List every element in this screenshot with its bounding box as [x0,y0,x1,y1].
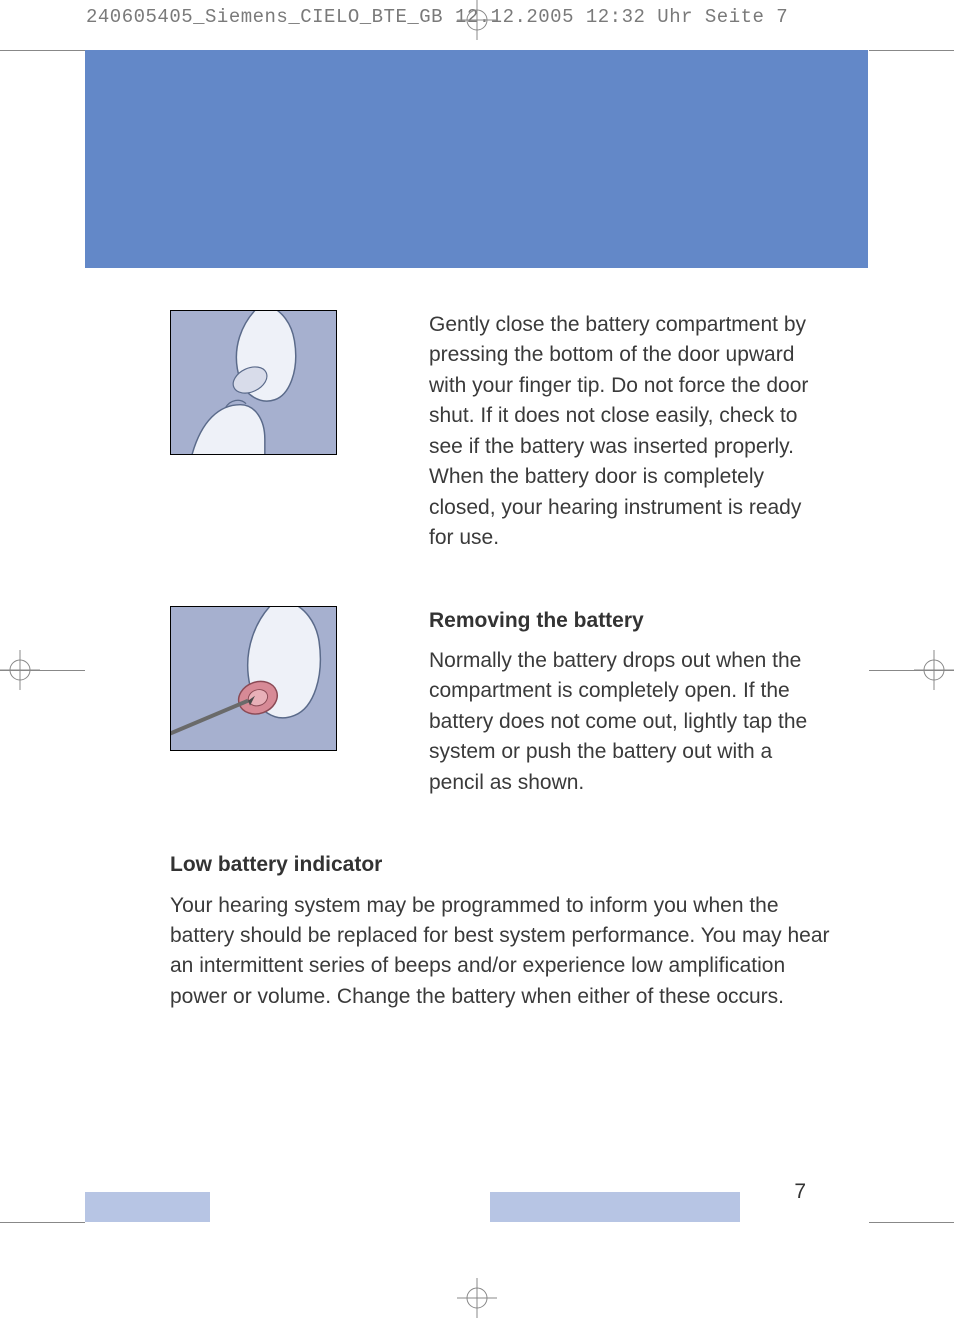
crop-line [869,1222,954,1223]
crop-line [0,50,85,51]
footer-tab-mid [490,1192,740,1222]
section-low-battery: Low battery indicator Your hearing syste… [170,850,830,1012]
registration-mark-top [457,0,497,40]
body-removing-battery: Normally the battery drops out when the … [429,646,830,798]
body-close-compartment: Gently close the battery compartment by … [429,310,830,554]
crop-line [0,670,85,671]
heading-removing-battery: Removing the battery [429,609,644,632]
crop-line [869,50,954,51]
crop-line [0,1222,85,1223]
body-low-battery: Your hearing system may be programmed to… [170,891,830,1013]
header-banner [85,50,868,268]
illustration-removing-battery [170,606,337,751]
section-close-compartment: Gently close the battery compartment by … [170,310,830,564]
crop-line [869,670,954,671]
registration-mark-bottom [457,1278,497,1318]
heading-low-battery: Low battery indicator [170,853,382,876]
printer-crop-header: 240605405_Siemens_CIELO_BTE_GB 12.12.200… [86,6,788,28]
footer-tab-left [85,1192,210,1222]
page-content: Gently close the battery compartment by … [170,310,830,1022]
page-number: 7 [794,1180,806,1204]
illustration-close-compartment [170,310,337,455]
section-removing-battery: Removing the battery Normally the batter… [170,606,830,809]
text-close-compartment: Gently close the battery compartment by … [429,310,830,564]
text-removing-battery: Removing the battery Normally the batter… [429,606,830,809]
